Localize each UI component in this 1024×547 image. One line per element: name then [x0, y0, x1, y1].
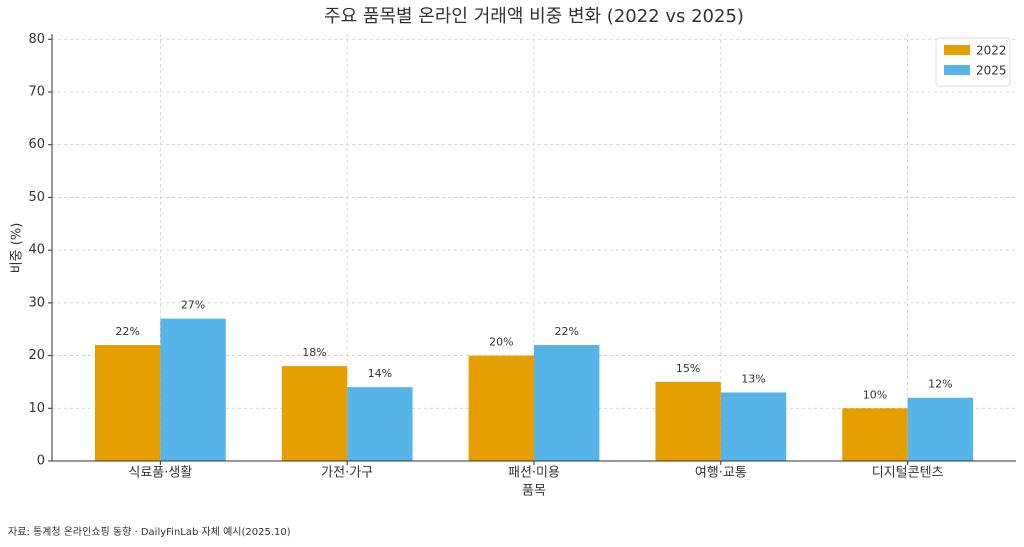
chart-title: 주요 품목별 온라인 거래액 비중 변화 (2022 vs 2025): [324, 6, 744, 27]
legend-swatch: [944, 45, 970, 55]
y-tick-label: 40: [28, 243, 45, 258]
y-tick-label: 60: [28, 137, 45, 152]
bar: [907, 397, 974, 461]
bar: [160, 318, 226, 461]
value-label: 13%: [741, 372, 765, 385]
x-tick-label: 디지털콘텐츠: [872, 466, 944, 481]
bar: [720, 392, 787, 461]
legend-label: 2025: [976, 64, 1007, 78]
bar: [655, 381, 721, 461]
x-tick-label: 패션·미용: [508, 466, 560, 481]
value-label: 20%: [489, 336, 513, 349]
source-note: 자료: 통계청 온라인쇼핑 동향 · DailyFinLab 자체 예시(202…: [8, 526, 291, 538]
legend-swatch: [944, 65, 970, 75]
y-tick-label: 20: [28, 348, 45, 363]
value-label: 22%: [554, 325, 578, 338]
y-tick-label: 30: [28, 295, 45, 310]
value-label: 22%: [115, 325, 139, 338]
y-tick-label: 0: [37, 454, 45, 469]
y-tick-label: 10: [28, 401, 45, 416]
y-tick-label: 80: [28, 32, 45, 47]
bar: [468, 355, 534, 461]
legend-label: 2022: [976, 44, 1007, 58]
x-axis-label: 품목: [522, 484, 546, 499]
value-label: 15%: [676, 362, 700, 375]
x-tick-label: 여행·교통: [695, 465, 747, 481]
bar: [281, 366, 348, 461]
x-tick-label: 가전·가구: [321, 466, 373, 481]
value-label: 18%: [302, 346, 326, 359]
y-tick-label: 50: [28, 190, 45, 205]
bar: [534, 345, 600, 461]
value-label: 27%: [181, 299, 205, 312]
value-label: 10%: [863, 388, 887, 401]
bar: [347, 387, 413, 461]
x-tick-label: 식료품·생활: [128, 466, 192, 481]
bar: [842, 408, 908, 461]
y-axis-label: 비중 (%): [10, 223, 25, 274]
value-label: 12%: [928, 378, 952, 391]
bar: [94, 345, 161, 461]
y-tick-label: 70: [28, 84, 45, 99]
value-label: 14%: [368, 367, 392, 380]
